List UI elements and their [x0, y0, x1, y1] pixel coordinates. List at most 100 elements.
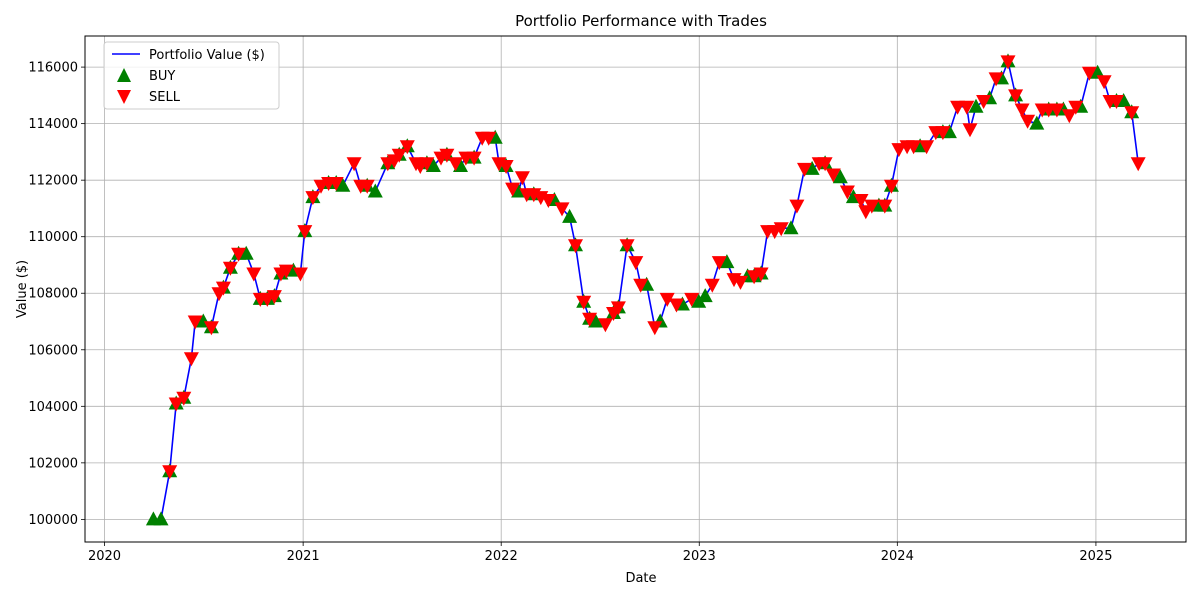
sell-marker	[305, 191, 321, 206]
sell-marker	[292, 267, 308, 282]
sell-marker	[1049, 103, 1065, 118]
sell-marker	[753, 267, 769, 282]
sell-marker	[466, 151, 482, 166]
sell-marker	[328, 177, 344, 191]
sell-marker	[628, 256, 644, 271]
y-tick-label: 108000	[28, 287, 78, 302]
sell-marker	[582, 312, 598, 327]
buy-marker	[562, 208, 578, 223]
sell-marker	[162, 465, 178, 480]
sell-marker	[976, 95, 992, 109]
buy-marker	[335, 177, 351, 192]
legend-label-sell: SELL	[149, 90, 181, 105]
sell-marker	[1061, 109, 1077, 124]
x-tick-label: 2023	[683, 549, 716, 564]
sell-marker	[988, 72, 1004, 87]
y-tick-label: 114000	[28, 117, 78, 132]
sell-marker	[1008, 89, 1024, 104]
sell-marker	[877, 199, 893, 214]
series-markers	[145, 53, 1146, 526]
y-axis-label: Value ($)	[15, 260, 30, 318]
x-tick-label: 2024	[881, 549, 914, 564]
y-tick-label: 110000	[28, 230, 78, 245]
sell-marker	[1109, 95, 1124, 109]
sell-marker	[1096, 75, 1112, 90]
sell-marker	[481, 131, 497, 146]
buy-marker	[588, 313, 604, 328]
sell-marker	[448, 157, 464, 172]
sell-marker	[817, 157, 833, 172]
sell-marker	[619, 239, 635, 254]
y-tick-label: 106000	[28, 343, 78, 358]
sell-marker	[399, 140, 415, 155]
x-tick-label: 2021	[287, 549, 320, 564]
sell-marker	[669, 298, 684, 313]
legend-box	[103, 41, 280, 110]
sell-marker	[514, 171, 530, 186]
sell-marker	[891, 143, 907, 158]
sell-marker	[419, 157, 435, 172]
y-tick-label: 116000	[28, 61, 78, 76]
legend-label-portfolio: Portfolio Value ($)	[149, 48, 265, 63]
buy-marker	[719, 254, 735, 269]
y-axis-ticks: 100000 102000 104000 106000 108000 110000 1120…	[28, 61, 85, 528]
sell-marker	[183, 352, 199, 367]
legend: Portfolio Value ($) BUY SELL	[103, 41, 280, 110]
sell-marker	[1020, 114, 1036, 129]
y-tick-label: 112000	[28, 174, 78, 189]
x-tick-label: 2025	[1079, 549, 1112, 564]
sell-marker	[222, 261, 238, 276]
x-axis-label: Date	[625, 571, 656, 586]
buy-marker	[1029, 115, 1045, 130]
sell-marker	[1014, 103, 1030, 118]
x-tick-label: 2020	[88, 549, 121, 564]
x-axis-ticks: 2020 2021 2022 2023 2024 2025	[88, 542, 1112, 564]
sell-marker	[505, 182, 521, 197]
buy-marker	[832, 169, 848, 184]
legend-sell-swatch	[117, 90, 131, 104]
sell-marker	[1081, 66, 1097, 81]
sell-marker	[359, 179, 375, 194]
sell-marker	[825, 168, 841, 183]
grid-lines	[85, 36, 1186, 542]
chart-title: Portfolio Performance with Trades	[515, 12, 767, 30]
sell-marker	[962, 123, 978, 138]
sell-marker	[647, 321, 663, 336]
sell-marker	[684, 292, 700, 307]
sell-marker	[864, 199, 880, 214]
sell-marker	[231, 247, 247, 262]
sell-marker	[789, 199, 805, 214]
buy-marker	[367, 183, 383, 198]
sell-marker	[346, 157, 362, 172]
sell-marker	[935, 126, 951, 141]
sell-marker	[597, 318, 613, 333]
sell-marker	[498, 160, 514, 174]
buy-marker	[153, 511, 169, 526]
sell-marker	[1124, 106, 1140, 121]
sell-marker	[906, 140, 922, 155]
buy-marker	[968, 98, 984, 113]
plot-background	[85, 36, 1186, 542]
sell-marker	[659, 292, 675, 307]
buy-marker	[238, 245, 254, 260]
sell-marker	[297, 225, 313, 240]
buy-marker	[425, 158, 441, 172]
legend-label-buy: BUY	[149, 69, 175, 84]
sell-marker	[633, 278, 649, 293]
sell-marker	[278, 264, 294, 279]
sell-marker	[246, 267, 262, 282]
sell-marker	[853, 194, 869, 208]
sell-marker	[1000, 55, 1016, 70]
sell-marker	[1068, 100, 1084, 115]
sell-marker	[391, 148, 407, 163]
y-tick-label: 100000	[28, 513, 78, 528]
y-tick-label: 102000	[28, 456, 78, 471]
sell-marker	[839, 185, 855, 200]
sell-marker	[919, 140, 935, 155]
sell-marker	[266, 290, 282, 305]
sell-marker	[711, 256, 727, 271]
sell-marker	[568, 239, 583, 254]
sell-marker	[554, 202, 570, 217]
sell-marker	[1130, 157, 1146, 172]
